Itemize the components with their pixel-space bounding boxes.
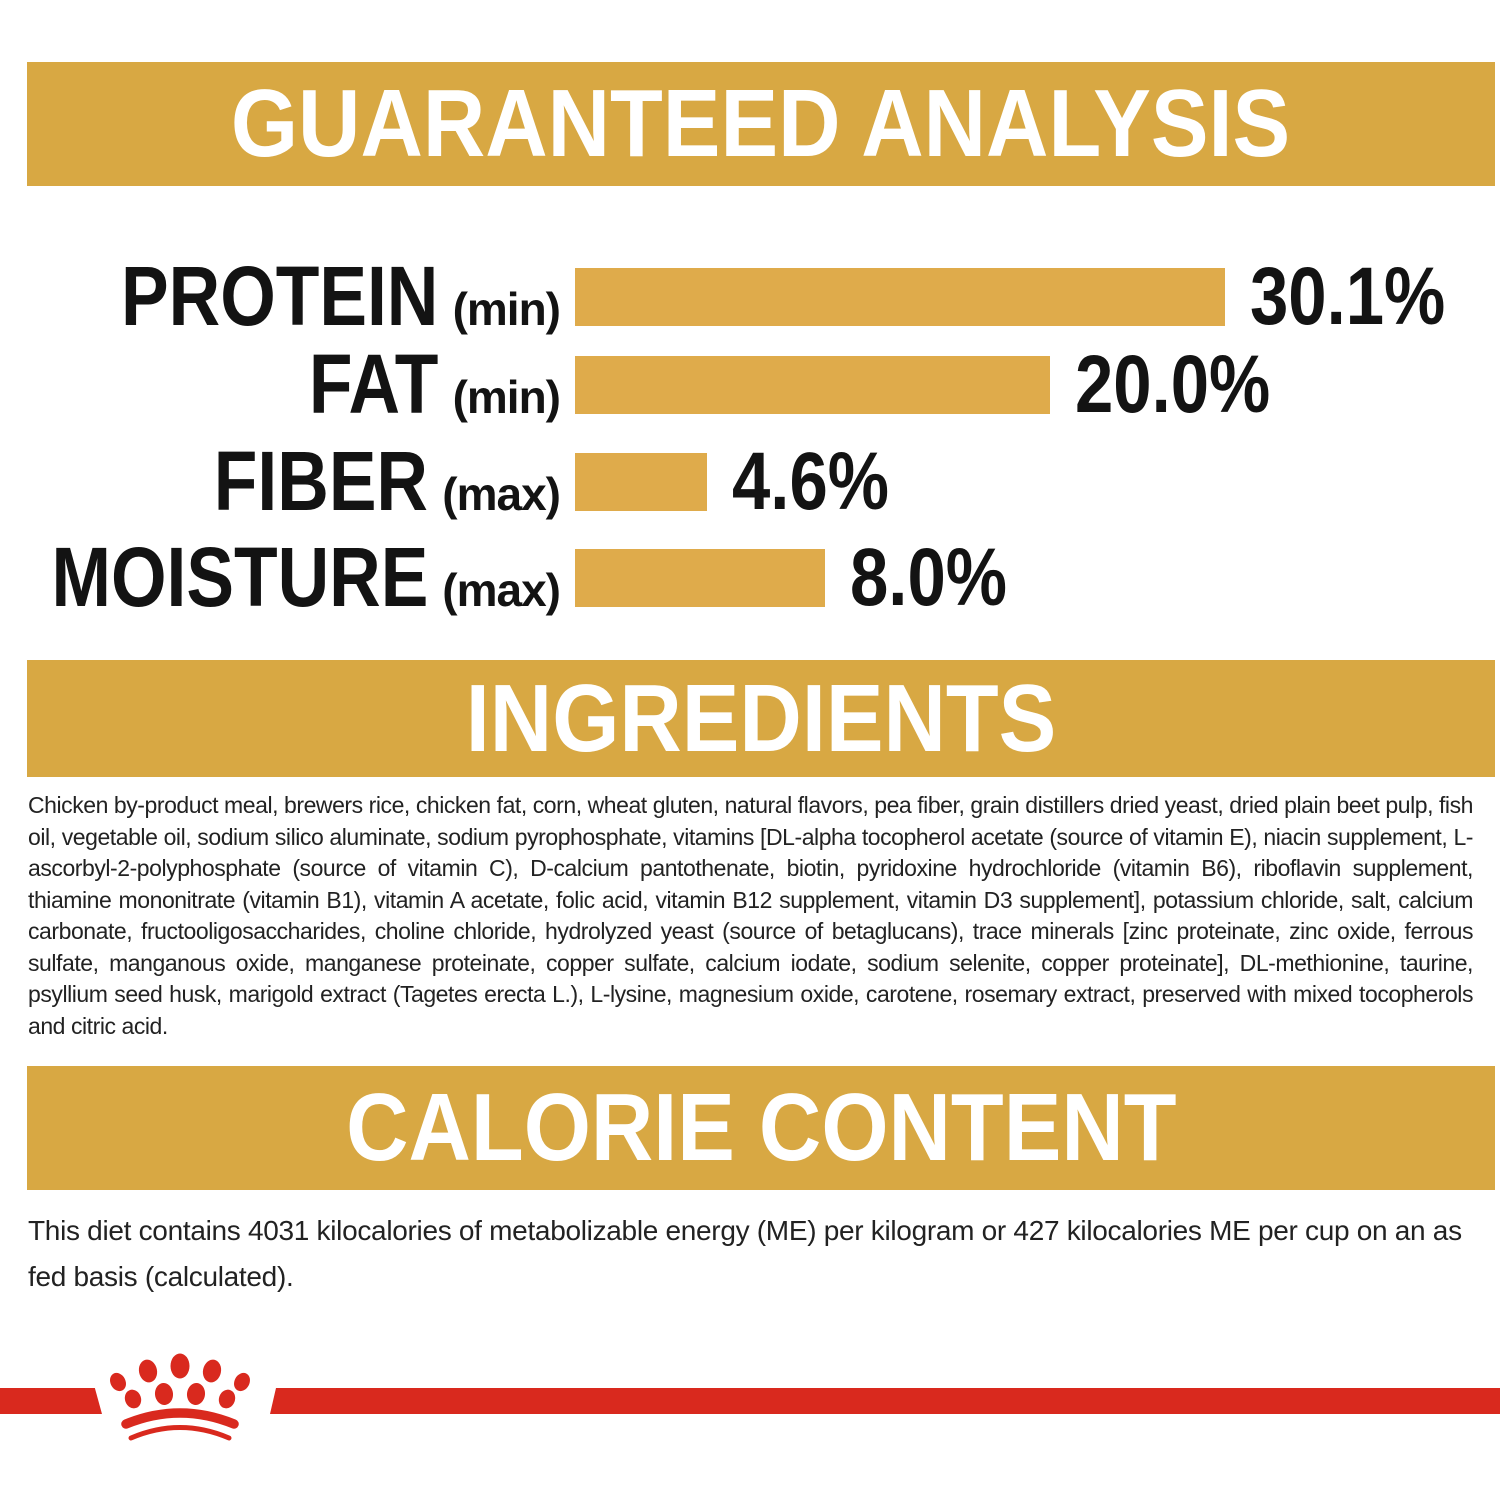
analysis-row-moisture: MOISTURE (max) 8.0% [0,535,1500,619]
fat-label: FAT [309,337,439,432]
moisture-label: MOISTURE [51,530,429,625]
brand-stripe-right [270,1388,1500,1414]
analysis-row-protein: PROTEIN (min) 30.1% [0,254,1500,338]
protein-bar [575,268,1225,326]
fiber-qualifier: (max) [442,468,561,521]
guaranteed-analysis-banner: GUARANTEED ANALYSIS [27,62,1495,186]
calorie-content-banner: CALORIE CONTENT [27,1066,1495,1190]
moisture-bar [575,549,825,607]
moisture-qualifier: (max) [442,564,561,617]
fat-qualifier: (min) [452,371,561,424]
brand-stripe-left [0,1388,102,1414]
fat-value: 20.0% [1075,339,1271,430]
fiber-value: 4.6% [732,436,890,527]
protein-label-group: PROTEIN (min) [0,249,561,344]
moisture-label-group: MOISTURE (max) [0,530,561,625]
royal-canin-crown-icon [110,1353,250,1441]
protein-qualifier: (min) [452,283,561,336]
calorie-content-title: CALORIE CONTENT [345,1074,1177,1181]
ingredients-body-text: Chicken by-product meal, brewers rice, c… [28,792,1473,1039]
moisture-value: 8.0% [850,532,1008,623]
ingredients-banner: INGREDIENTS [27,660,1495,777]
fiber-label: FIBER [214,434,429,529]
fiber-label-group: FIBER (max) [0,434,561,529]
fiber-bar [575,453,707,511]
analysis-row-fat: FAT (min) 20.0% [0,342,1500,426]
protein-value: 30.1% [1250,251,1446,342]
analysis-row-fiber: FIBER (max) 4.6% [0,439,1500,523]
guaranteed-analysis-title: GUARANTEED ANALYSIS [231,70,1291,177]
fat-bar [575,356,1050,414]
fat-label-group: FAT (min) [0,337,561,432]
ingredients-title: INGREDIENTS [465,664,1057,772]
guaranteed-analysis-chart: PROTEIN (min) 30.1% FAT (min) 20.0% FIBE… [0,254,1500,619]
calorie-content-body-text: This diet contains 4031 kilocalories of … [28,1215,1462,1292]
protein-label: PROTEIN [121,249,439,344]
